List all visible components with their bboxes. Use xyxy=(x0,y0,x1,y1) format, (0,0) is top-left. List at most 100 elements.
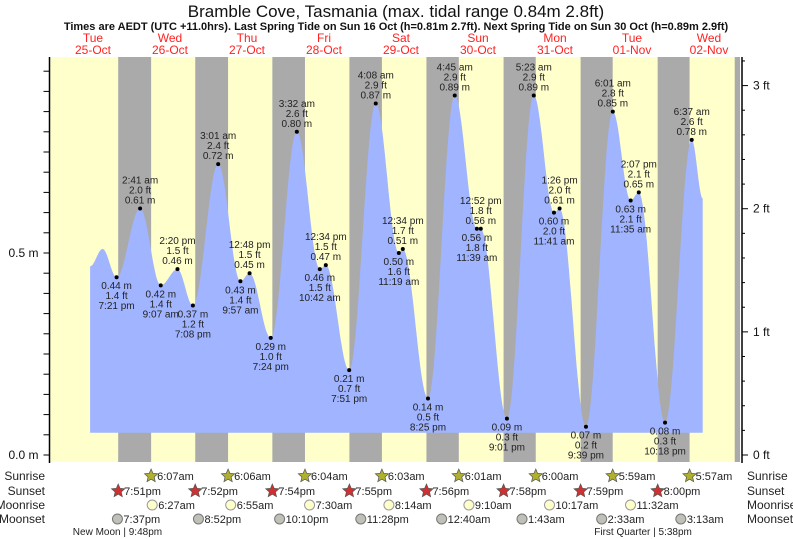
tide-feet-label: 1.4 ft xyxy=(229,295,251,306)
tide-meters-label: 0.78 m xyxy=(676,127,707,138)
tide-meters-label: 0.85 m xyxy=(598,99,629,110)
tide-point xyxy=(294,129,299,134)
tide-point xyxy=(138,206,143,211)
moonset-time: 7:37pm xyxy=(123,514,160,526)
tide-meters-label: 0.08 m xyxy=(650,427,681,438)
tide-point xyxy=(323,263,328,268)
moonset-icon xyxy=(516,513,528,525)
tide-feet-label: 2.4 ft xyxy=(207,141,229,152)
moonset-time: 8:52pm xyxy=(204,514,241,526)
sunrise-star-icon xyxy=(682,468,698,483)
row-label-moonrise: Moonrise xyxy=(0,498,45,512)
tide-point xyxy=(216,162,221,167)
tide-point xyxy=(175,267,180,272)
tide-time-label: 6:01 am xyxy=(595,79,631,90)
moonset-time: 2:33am xyxy=(608,514,645,526)
sunset-time: 8:00pm xyxy=(664,486,701,498)
tide-meters-label: 0.46 m xyxy=(305,273,336,284)
moonrise-icon xyxy=(146,499,158,511)
tide-meters-label: 0.63 m xyxy=(615,204,646,215)
day-weekday-label: Tue xyxy=(83,31,104,45)
sunset-time: 7:58pm xyxy=(510,486,547,498)
tide-time-label: 7:08 pm xyxy=(175,330,211,341)
sunrise-star-icon xyxy=(297,468,313,483)
moonset-icon xyxy=(111,513,123,525)
tide-feet-label: 2.0 ft xyxy=(543,227,565,238)
tide-meters-label: 0.87 m xyxy=(360,91,391,102)
chart-subtitle: Times are AEDT (UTC +11.0hrs). Last Spri… xyxy=(64,21,729,33)
row-label-right-sunset: Sunset xyxy=(747,484,785,498)
moonrise-icon xyxy=(383,499,395,511)
row-label-right-sunrise: Sunrise xyxy=(747,469,788,483)
tide-feet-label: 0.7 ft xyxy=(338,384,360,395)
day-date-label: 30-Oct xyxy=(460,43,497,57)
tide-time-label: 9:07 am xyxy=(143,309,179,320)
tide-feet-label: 2.9 ft xyxy=(444,72,466,83)
tide-point xyxy=(689,137,694,142)
tide-time-label: 9:39 pm xyxy=(568,451,604,462)
tide-time-label: 2:41 am xyxy=(122,176,158,187)
sunset-time: 7:54pm xyxy=(278,486,315,498)
tide-time-label: 12:48 pm xyxy=(229,240,271,251)
sunset-star-icon xyxy=(187,483,203,498)
moonrise-time: 6:27am xyxy=(158,500,195,512)
moonrise-icon xyxy=(625,499,637,511)
day-date-label: 02-Nov xyxy=(690,43,729,57)
day-date-label: 31-Oct xyxy=(537,43,574,57)
tide-meters-label: 0.07 m xyxy=(571,431,602,442)
moonrise-icon xyxy=(463,499,475,511)
tide-feet-label: 2.9 ft xyxy=(365,81,387,92)
moonrise-icon xyxy=(225,499,237,511)
moonrise-icon xyxy=(304,499,316,511)
tide-meters-label: 0.60 m xyxy=(539,217,570,228)
tide-point xyxy=(478,226,483,231)
tide-meters-label: 0.45 m xyxy=(234,260,265,271)
tide-time-label: 10:42 am xyxy=(299,293,341,304)
tide-meters-label: 0.09 m xyxy=(492,423,523,434)
sunrise-star-icon xyxy=(143,468,159,483)
day-date-label: 26-Oct xyxy=(152,43,189,57)
tide-meters-label: 0.29 m xyxy=(255,342,286,353)
sunset-time: 7:51pm xyxy=(124,486,161,498)
day-date-label: 28-Oct xyxy=(306,43,343,57)
tide-point xyxy=(268,335,273,340)
tide-point xyxy=(400,246,405,251)
sunrise-time: 6:00am xyxy=(542,471,579,483)
moonrise-time: 9:10am xyxy=(475,500,512,512)
tide-point xyxy=(452,93,457,98)
day-weekday-label: Tue xyxy=(622,31,643,45)
tide-meters-label: 0.89 m xyxy=(439,82,470,93)
day-weekday-label: Wed xyxy=(697,31,721,45)
tide-point xyxy=(663,420,668,425)
moonrise-time: 6:55am xyxy=(237,500,274,512)
tide-feet-label: 1.7 ft xyxy=(392,226,414,237)
day-weekday-label: Mon xyxy=(543,31,566,45)
sunrise-star-icon xyxy=(451,468,467,483)
right-axis-label: 0 ft xyxy=(753,448,770,462)
tide-time-label: 10:18 pm xyxy=(644,447,686,458)
row-label-right-moonrise: Moonrise xyxy=(747,498,793,512)
moonrise-time: 10:17am xyxy=(555,500,598,512)
tide-meters-label: 0.61 m xyxy=(544,196,575,207)
tide-time-label: 11:41 am xyxy=(534,237,575,248)
tide-feet-label: 2.6 ft xyxy=(681,117,703,128)
tide-feet-label: 2.9 ft xyxy=(523,72,545,83)
day-date-label: 25-Oct xyxy=(75,43,112,57)
tide-point xyxy=(347,368,352,373)
tide-meters-label: 0.37 m xyxy=(178,310,209,321)
sunrise-time: 6:03am xyxy=(388,471,425,483)
tide-feet-label: 1.6 ft xyxy=(388,267,410,278)
moonset-icon xyxy=(274,513,286,525)
tide-feet-label: 1.4 ft xyxy=(150,299,172,310)
tide-point xyxy=(610,109,615,114)
tide-time-label: 6:37 am xyxy=(674,107,710,118)
tide-feet-label: 1.5 ft xyxy=(309,283,331,294)
sunrise-time: 6:07am xyxy=(157,471,194,483)
tide-time-label: 1:26 pm xyxy=(542,176,578,187)
night-band xyxy=(734,57,740,462)
tide-point xyxy=(636,190,641,195)
moonset-time: 10:10pm xyxy=(286,514,329,526)
tide-time-label: 7:21 pm xyxy=(99,301,135,312)
tide-time-label: 3:01 am xyxy=(200,131,236,142)
